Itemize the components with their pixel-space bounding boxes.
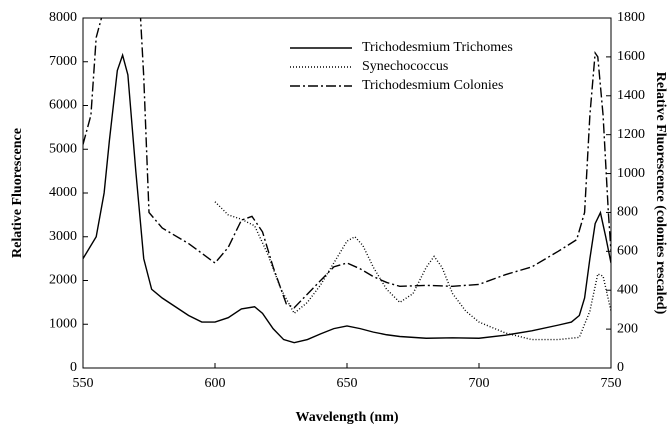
y-tick-label: 4000 [49, 185, 77, 200]
y-tick-label: 0 [70, 360, 77, 375]
x-tick-label: 600 [205, 376, 226, 391]
plot-frame [82, 17, 612, 369]
y-tick-label: 7000 [49, 54, 77, 69]
y2-tick-label: 600 [617, 244, 638, 259]
y2-tick-label: 1800 [617, 10, 645, 25]
y2-tick-label: 1200 [617, 127, 645, 142]
series-line [214, 201, 611, 341]
y2-tick-label: 0 [617, 360, 624, 375]
series-line [83, 52, 611, 344]
legend-label: Synechococcus [362, 59, 448, 74]
y2-axis-title: Relative Fluorescence (colonies rescaled… [653, 72, 668, 315]
y2-tick-label: 200 [617, 321, 638, 336]
series-line [83, 18, 611, 309]
x-tick-label: 650 [337, 376, 358, 391]
y-tick-label: 2000 [49, 273, 77, 288]
y-tick-label: 8000 [49, 10, 77, 25]
y-tick-label: 5000 [49, 141, 77, 156]
legend-label: Trichodesmium Trichomes [362, 40, 513, 55]
y-tick-label: 6000 [49, 98, 77, 113]
x-tick-label: 750 [601, 376, 622, 391]
x-tick-label: 700 [469, 376, 490, 391]
y2-tick-label: 1400 [617, 88, 645, 103]
y2-tick-label: 400 [617, 282, 638, 297]
y-tick-label: 1000 [49, 316, 77, 331]
y-axis-title: Relative Fluorescence [10, 128, 25, 258]
y-tick-label: 3000 [49, 229, 77, 244]
y2-tick-label: 800 [617, 205, 638, 220]
x-tick-label: 550 [73, 376, 94, 391]
y2-tick-label: 1600 [617, 49, 645, 64]
legend-label: Trichodesmium Colonies [362, 78, 503, 93]
x-axis-title: Wavelength (nm) [295, 410, 398, 425]
y2-tick-label: 1000 [617, 166, 645, 181]
